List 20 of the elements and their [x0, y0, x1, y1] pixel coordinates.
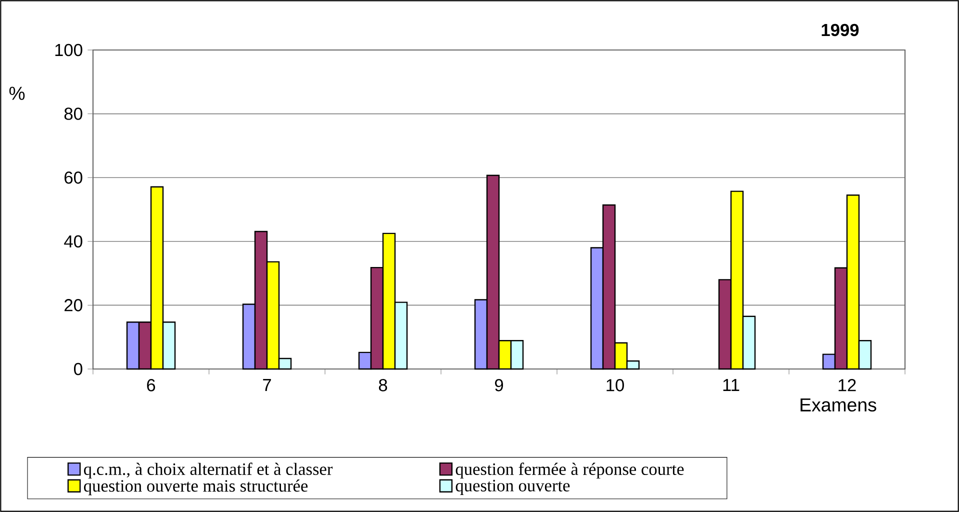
- x-tick-label: 8: [378, 379, 388, 392]
- y-tick-label: 80: [64, 108, 82, 120]
- y-tick-label: 20: [64, 299, 82, 312]
- x-tick-label: 9: [495, 379, 504, 392]
- x-tick-label: 10: [606, 379, 624, 392]
- x-tick-label: 6: [147, 379, 156, 392]
- legend-label: question ouverte mais structurée: [84, 480, 308, 496]
- y-tick-label: 0: [74, 362, 82, 376]
- y-tick-label: 100: [55, 44, 82, 56]
- x-tick-label: 12: [838, 379, 856, 392]
- legend-label: q.c.m., à choix alternatif et à classer: [84, 462, 333, 479]
- y-tick-label: 40: [64, 235, 82, 248]
- y-axis-title: %: [9, 86, 25, 100]
- legend-label: question fermée à réponse courte: [456, 462, 684, 479]
- chart-title: 1999: [822, 24, 859, 36]
- x-tick-label: 11: [723, 379, 740, 391]
- x-axis-title: Examens: [800, 398, 876, 412]
- x-tick-label: 7: [263, 379, 271, 391]
- y-tick-label: 60: [64, 171, 82, 184]
- legend-label: question ouverte: [456, 480, 570, 495]
